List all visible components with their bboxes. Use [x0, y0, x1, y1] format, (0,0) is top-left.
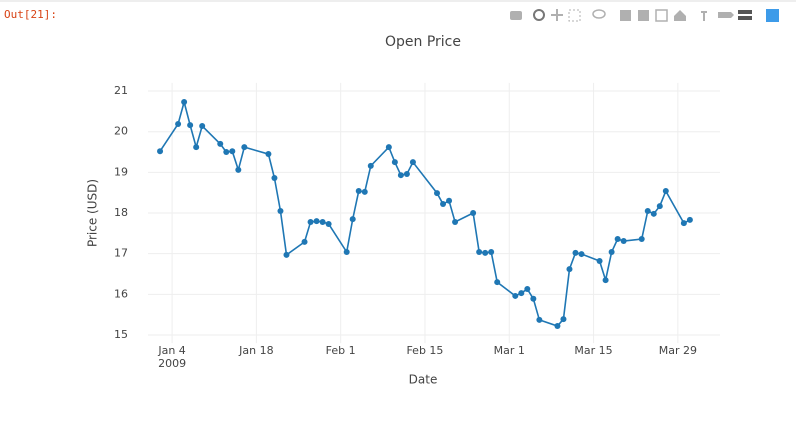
- data-point: [283, 251, 290, 258]
- y-tick-label: 18: [114, 206, 128, 219]
- y-tick-label: 21: [114, 84, 128, 97]
- data-point: [578, 251, 585, 258]
- data-point: [193, 144, 200, 151]
- x-tick-label: Feb 15: [406, 344, 444, 358]
- data-point: [157, 148, 164, 155]
- output-prompt: Out[21]:: [4, 8, 57, 21]
- data-point: [397, 172, 404, 179]
- data-point: [187, 122, 194, 129]
- data-point: [409, 159, 416, 166]
- data-point: [560, 316, 567, 323]
- reset-icon[interactable]: [674, 10, 686, 21]
- y-tick-label: 15: [114, 328, 128, 341]
- x-tick-label: Jan 4 2009: [158, 344, 187, 371]
- select-icon[interactable]: [568, 9, 581, 22]
- data-point: [620, 238, 627, 245]
- x-tick-label: Jan 18: [239, 344, 274, 358]
- data-point: [319, 218, 326, 225]
- data-point: [602, 277, 609, 284]
- data-point: [638, 236, 645, 243]
- plotly-logo[interactable]: [766, 9, 779, 22]
- data-point: [482, 249, 489, 256]
- camera-icon[interactable]: [510, 11, 522, 20]
- data-point: [349, 216, 356, 223]
- data-point: [367, 162, 374, 169]
- data-point: [518, 290, 525, 297]
- hover-compare-icon[interactable]: [738, 10, 752, 20]
- data-point: [325, 220, 332, 227]
- data-point: [662, 188, 669, 195]
- data-point: [644, 207, 651, 214]
- y-tick-label: 19: [114, 165, 128, 178]
- data-point: [536, 316, 543, 323]
- modebar: [510, 9, 779, 22]
- data-point: [494, 279, 501, 286]
- chart-title: Open Price: [385, 34, 461, 50]
- data-point: [313, 218, 320, 225]
- autoscale-icon[interactable]: [655, 9, 668, 22]
- data-point: [440, 201, 447, 208]
- y-tick-label: 16: [114, 287, 128, 300]
- data-point: [385, 144, 392, 151]
- data-point: [650, 210, 657, 217]
- lasso-icon[interactable]: [592, 9, 606, 19]
- y-tick-label: 17: [114, 247, 128, 260]
- data-point: [175, 120, 182, 127]
- data-point: [572, 249, 579, 256]
- data-point: [434, 190, 441, 197]
- data-point: [452, 218, 459, 225]
- data-point: [524, 286, 531, 293]
- data-point: [470, 210, 477, 216]
- data-point: [596, 257, 603, 264]
- zoom-icon[interactable]: [533, 9, 545, 21]
- data-point: [271, 175, 278, 182]
- data-point: [488, 249, 495, 256]
- data-point: [530, 295, 537, 302]
- data-point: [614, 236, 621, 243]
- y-tick-label: 20: [114, 125, 128, 138]
- data-point: [265, 151, 272, 158]
- data-point: [608, 249, 615, 256]
- x-tick-label: Mar 29: [658, 344, 697, 358]
- data-point: [229, 148, 236, 155]
- data-point: [554, 323, 561, 330]
- data-point: [686, 216, 693, 223]
- pan-icon[interactable]: [551, 9, 563, 21]
- data-point: [277, 207, 284, 214]
- x-tick-label: Mar 1: [493, 344, 525, 358]
- data-point: [361, 188, 368, 195]
- data-point: [301, 238, 308, 245]
- data-point: [307, 218, 314, 225]
- zoom-out-icon[interactable]: [638, 10, 649, 21]
- data-point: [403, 170, 410, 177]
- data-point: [217, 140, 224, 147]
- data-point: [223, 149, 230, 156]
- y-axis-title: Price (USD): [86, 179, 100, 247]
- data-point: [391, 159, 398, 166]
- data-point: [355, 188, 362, 195]
- data-point: [235, 166, 242, 173]
- data-point: [512, 292, 519, 299]
- spike-icon[interactable]: [701, 11, 707, 21]
- data-point: [566, 266, 573, 273]
- data-point: [680, 220, 687, 227]
- x-axis-title: Date: [409, 373, 438, 387]
- data-point: [199, 122, 206, 129]
- data-point: [343, 249, 350, 256]
- zoom-in-icon[interactable]: [620, 10, 631, 21]
- data-point: [241, 144, 248, 151]
- x-tick-label: Mar 15: [574, 344, 613, 358]
- data-point: [446, 197, 453, 204]
- x-tick-label: Feb 1: [325, 344, 356, 358]
- data-point: [181, 99, 188, 106]
- data-point: [656, 203, 663, 210]
- hover-closest-icon[interactable]: [718, 12, 734, 18]
- data-point: [476, 249, 483, 256]
